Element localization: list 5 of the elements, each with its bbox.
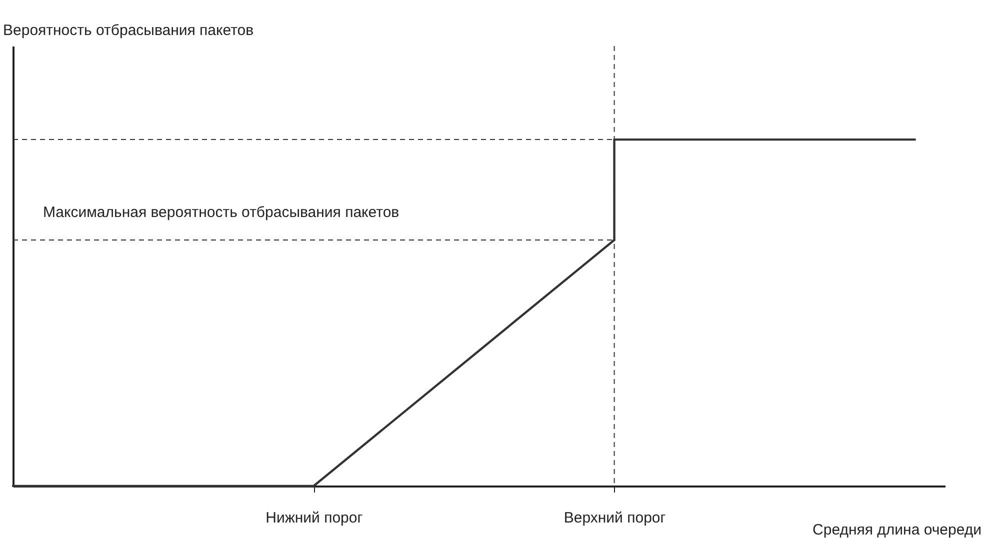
- x-tick-label: Верхний порог: [564, 510, 666, 526]
- x-axis-title: Средняя длина очереди: [812, 522, 982, 538]
- text: Вероятность отбрасывания пакетов: [3, 22, 254, 39]
- ref-line-label: Максимальная вероятность отбрасывания пакетов: [43, 204, 400, 222]
- x-tick-label: Нижний порог: [266, 510, 364, 526]
